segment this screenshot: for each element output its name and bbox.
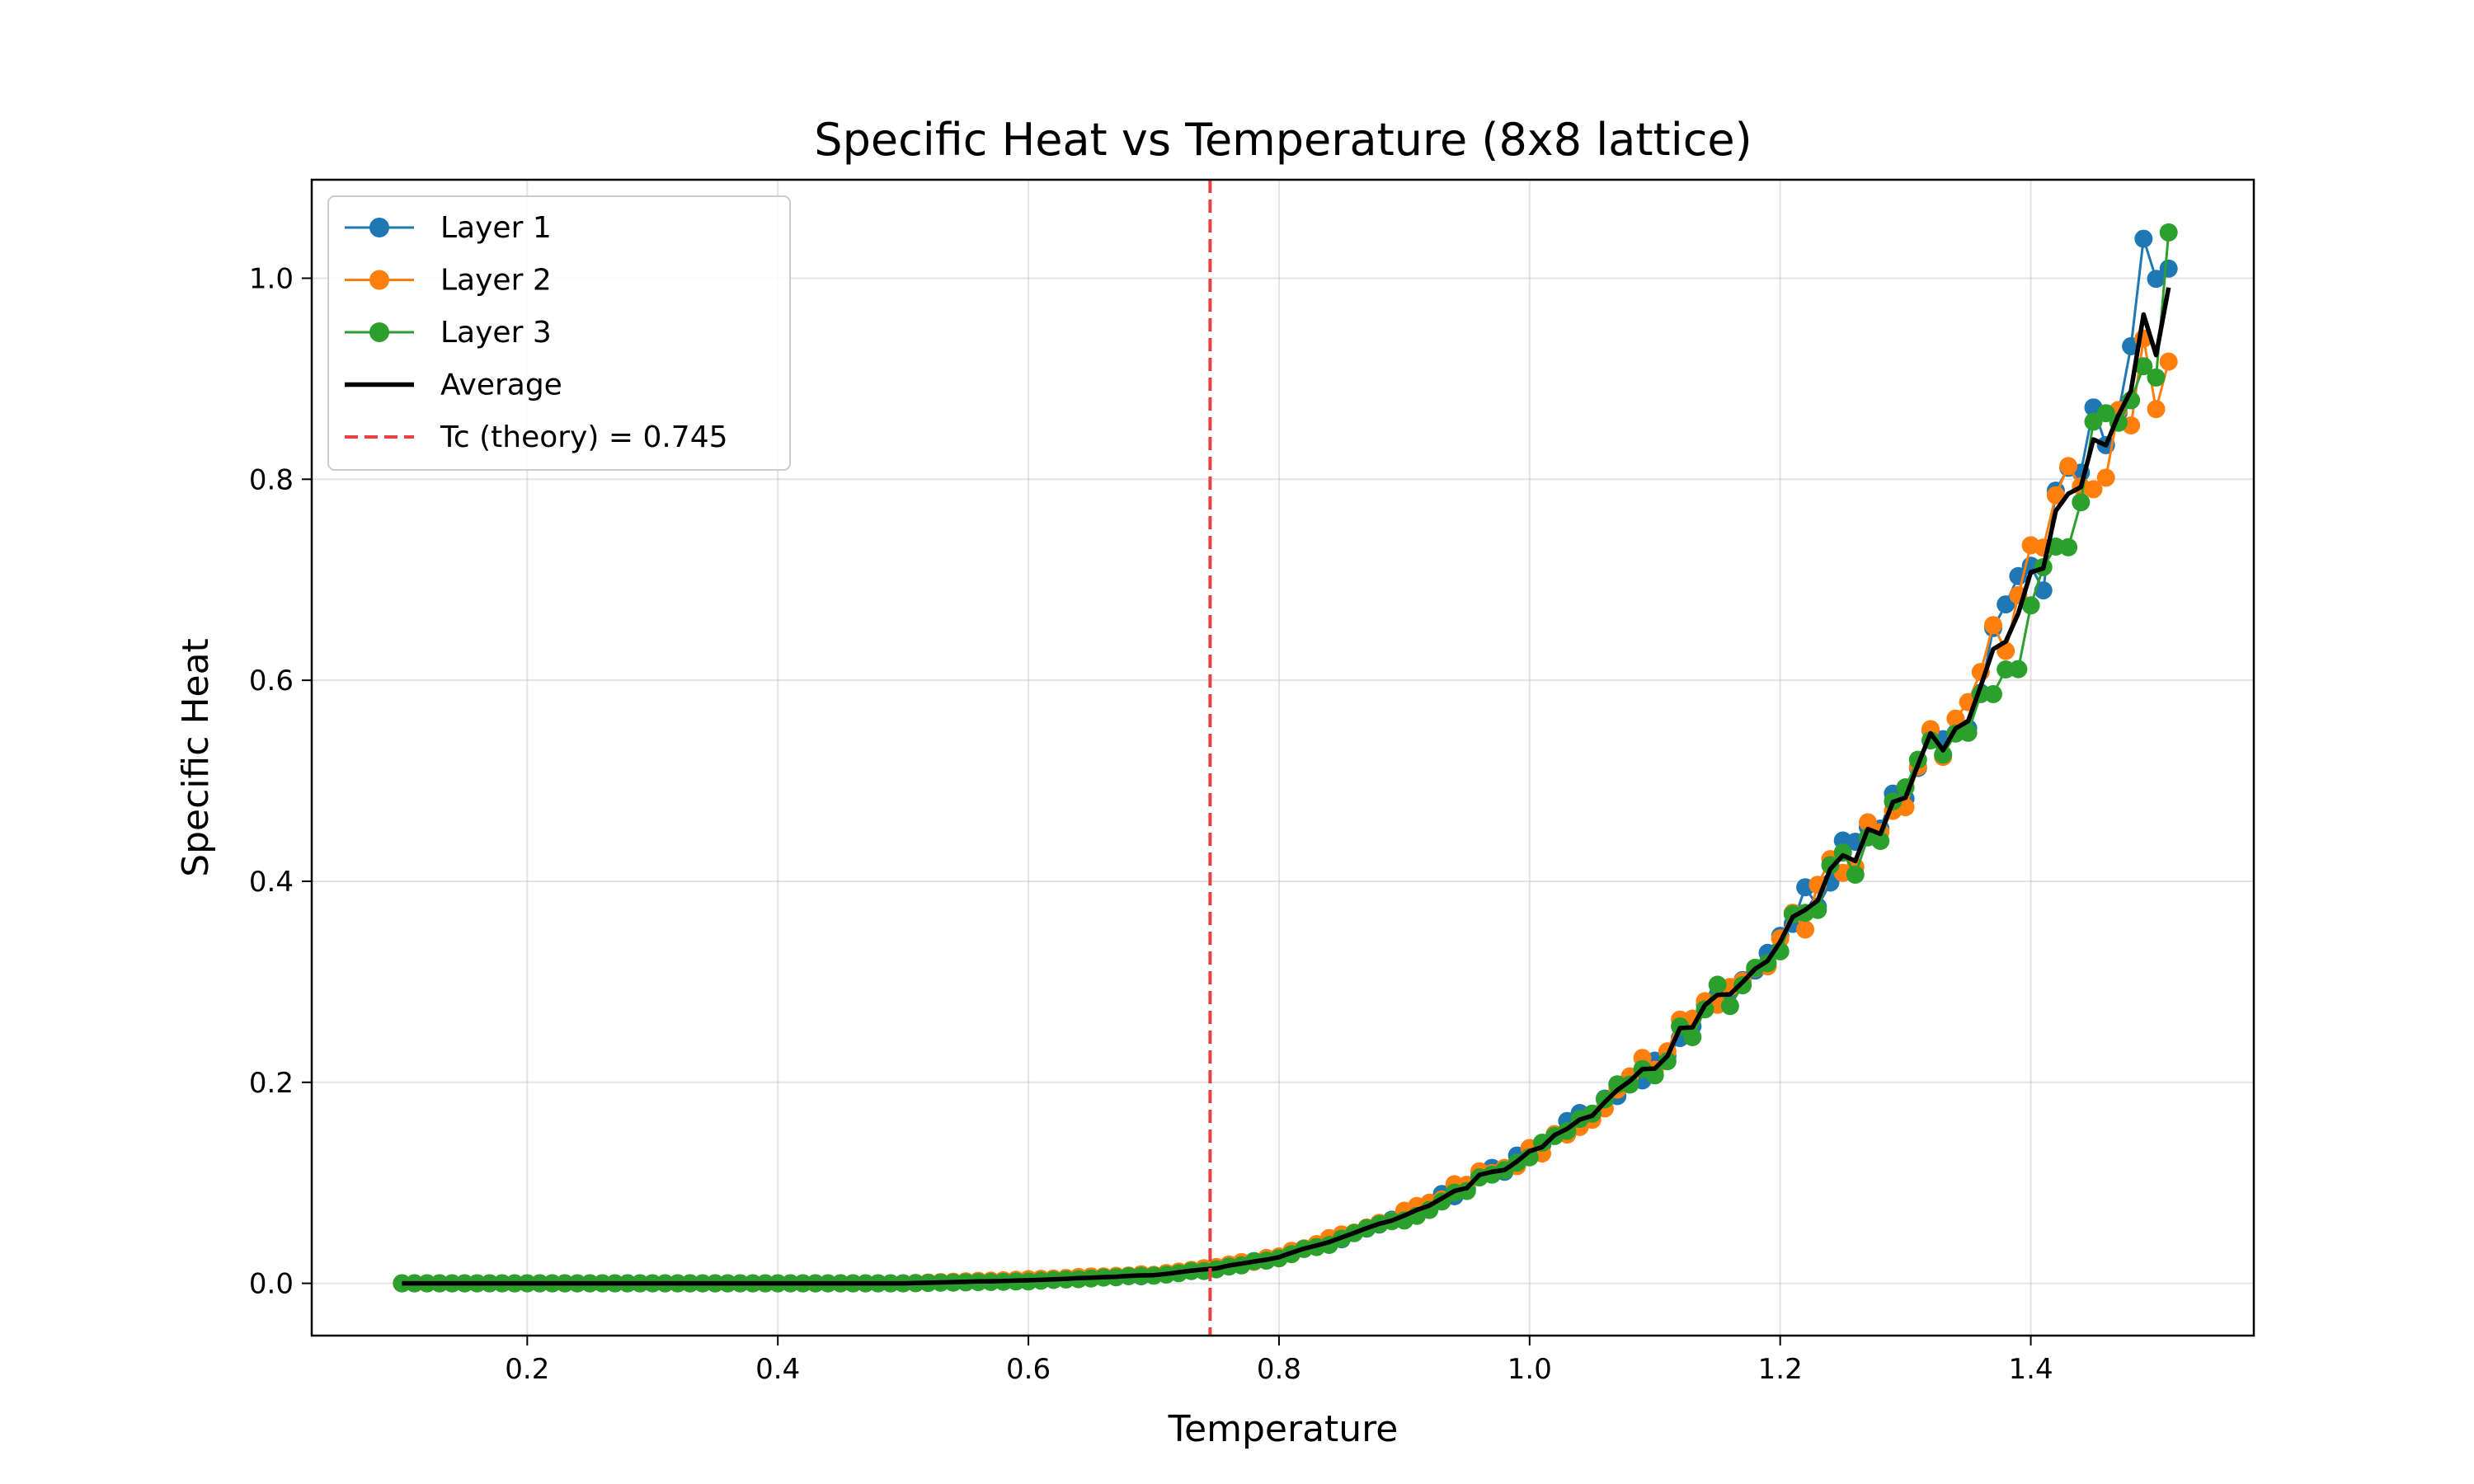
data-point [2059,457,2078,476]
data-point [1846,865,1865,884]
x-tick-label: 0.2 [505,1353,549,1386]
data-point [2021,596,2040,615]
data-point [2147,368,2166,387]
data-point [2147,270,2166,289]
data-point [2046,486,2065,505]
x-tick-label: 0.8 [1257,1353,1301,1386]
data-point [2159,352,2178,371]
legend-label: Layer 2 [440,264,552,298]
x-axis: 0.2 0.4 0.6 0.8 1.0 1.2 1.4 [505,1336,2053,1386]
data-point [1796,920,1815,939]
y-axis: 0.0 0.2 0.4 0.6 0.8 1.0 [249,262,312,1301]
legend-marker [369,270,389,290]
data-point [2134,357,2153,376]
legend-label: Layer 3 [440,316,552,350]
data-point [1720,997,1739,1016]
data-point [1934,745,1953,764]
plot-frame [310,178,2255,1337]
data-point [2134,229,2153,248]
chart-title: Specific Heat vs Temperature (8x8 lattic… [814,114,1752,166]
legend-box [327,195,791,471]
data-point [1984,616,2002,635]
data-point [1821,856,1840,875]
data-point [2096,404,2115,423]
data-point [2159,259,2178,278]
data-point [2159,223,2178,242]
x-tick-label: 1.4 [2009,1353,2053,1386]
legend-entry: Layer 3 [345,316,552,350]
x-tick-label: 0.4 [755,1353,800,1386]
legend-entry: Layer 1 [345,211,552,245]
legend-label: Layer 1 [440,211,552,245]
data-point [1946,709,1965,728]
legend: Layer 1 Layer 2 Layer 3 Average Tc (theory) … [327,195,791,471]
data-point [1658,1052,1677,1071]
data-point [1683,1028,1702,1046]
y-tick-label: 0.4 [249,866,294,899]
y-tick-label: 0.0 [249,1268,294,1301]
legend-entry: Tc (theory) = 0.745 [345,420,728,454]
x-tick-label: 0.6 [1006,1353,1051,1386]
data-point [1708,975,1727,994]
legend-entry: Average [345,369,562,402]
data-point [1871,832,1890,850]
legend-label: Average [440,369,562,402]
data-point [2009,660,2028,679]
data-point [1984,684,2002,703]
data-point [2096,468,2115,487]
legend-label: Tc (theory) = 0.745 [440,420,728,454]
y-tick-label: 0.6 [249,665,294,697]
data-point [1997,595,2015,614]
x-tick-label: 1.0 [1507,1353,1552,1386]
data-point [2072,493,2091,512]
x-axis-label: Temperature [1168,1408,1399,1450]
series-layer [393,223,2178,1293]
data-point [2034,581,2053,600]
series-average-line [402,287,2171,1286]
y-tick-label: 0.2 [249,1067,294,1100]
legend-marker [369,218,389,237]
y-tick-label: 1.0 [249,262,294,295]
legend-marker [369,322,389,342]
y-axis-label: Specific Heat [175,638,217,877]
legend-entries: Layer 1 Layer 2 Layer 3 Average Tc (theory) … [345,211,728,454]
data-point [2084,480,2103,499]
y-tick-label: 0.8 [249,463,294,496]
data-point [1620,1075,1639,1094]
data-point [2059,538,2078,556]
data-point [1959,723,1978,742]
data-point [1859,813,1877,832]
x-tick-label: 1.2 [1758,1353,1803,1386]
data-point [2147,400,2166,419]
legend-entry: Layer 2 [345,264,552,298]
